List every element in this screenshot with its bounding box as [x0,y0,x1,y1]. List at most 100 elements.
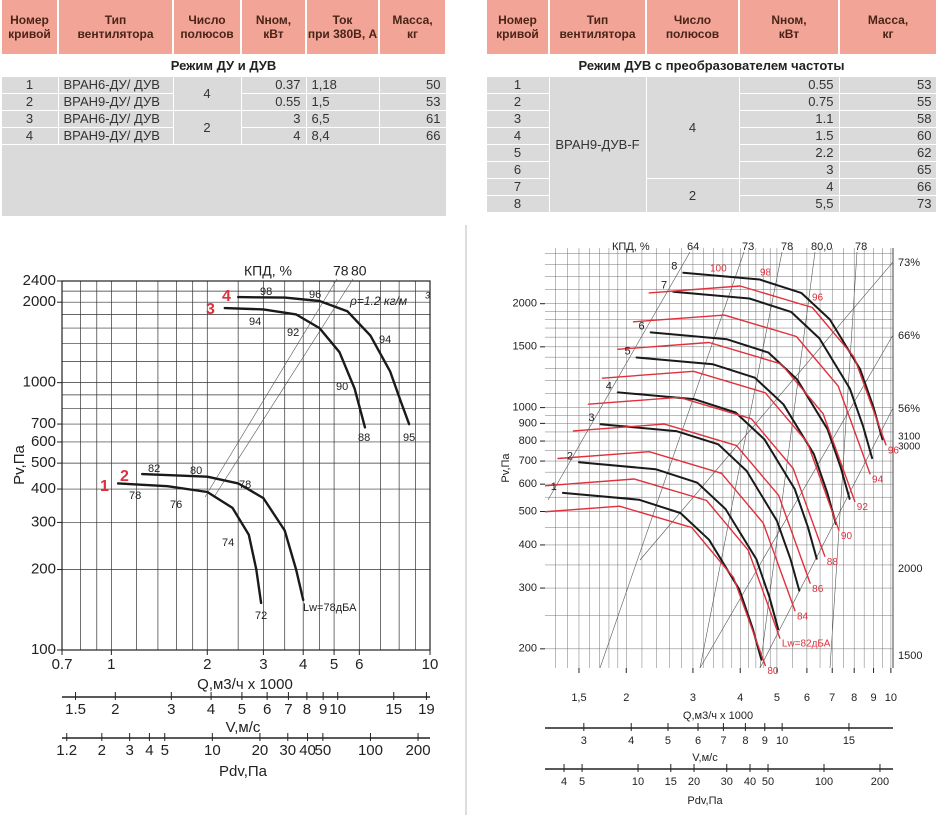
secondary-tick-label: 10 [632,776,644,788]
series-label: 6 [639,320,645,332]
data-row: 6 3 65 [485,161,936,179]
curve [557,451,796,612]
efficiency-line [547,251,691,501]
column-header: Тип вентилятора [548,0,647,55]
cell: 73 [838,195,936,213]
curve [561,491,763,661]
cell: 2 [172,110,242,145]
annotation: 73 [742,241,754,253]
series-label: 92 [857,502,869,513]
secondary-tick-label: 9 [762,735,768,747]
data-row: 4 1.5 60 [485,127,936,145]
annotation: 92 [287,327,299,339]
secondary-tick-label: 7 [720,735,726,747]
y-tick-label: 600 [519,478,537,490]
secondary-tick-label: 5 [665,735,671,747]
cell: 5,5 [738,195,840,213]
y-tick-label: 1500 [513,341,537,353]
annotation: 96 [309,289,321,301]
annotation: 90 [336,381,348,393]
cell: 66 [838,178,936,196]
annotation: 80 [190,465,202,477]
cell: 3 [485,110,550,128]
secondary-tick-label: 5 [238,701,246,718]
annotation: 94 [379,334,391,346]
y-tick-label: 2000 [23,293,56,310]
secondary-tick-label: 6 [695,735,701,747]
x-axis-title: Q,м3/ч x 1000 [683,710,753,722]
data-row: 2 ВРАН9-ДУ/ ДУВ 0.55 1,5 53 [0,93,447,111]
data-row: 7 2 4 66 [485,178,936,213]
annotation: 94 [249,316,261,328]
secondary-tick-label: 10 [204,742,221,759]
x-tick-label: 2 [623,692,629,704]
x-axis-title: Q,м3/ч x 1000 [197,676,293,693]
y-tick-label: 2000 [513,298,537,310]
annotation: 66% [898,330,920,342]
curve [649,331,851,500]
secondary-tick-label: 7 [284,701,292,718]
column-header: Номер кривой [0,0,59,55]
x-tick-label: 5 [774,692,780,704]
column-header: Число полюсов [645,0,740,55]
annotation: 64 [687,241,699,253]
secondary-tick-label: 10 [776,735,788,747]
x-tick-label: 6 [355,656,363,673]
y-tick-label: 200 [31,560,56,577]
cell: 50 [378,76,447,94]
cell: 8 [485,195,550,213]
cell: 1 [485,76,550,94]
secondary-tick-label: 20 [252,742,269,759]
secondary-tick-label: 3 [167,701,175,718]
annotation: 78 [855,241,867,253]
efficiency-line [639,261,894,561]
series-label: 5 [624,345,630,357]
annotation: 96 [812,293,824,304]
column-header: Масса, кг [378,0,447,55]
y-tick-label: 500 [31,454,56,471]
secondary-tick-label: 3 [125,742,133,759]
secondary-tick-label: 50 [762,776,774,788]
secondary-tick-label: 4 [561,776,567,788]
header-row: Номер кривой Тип вентилятора Число полюсов… [0,0,447,55]
cell: 4 [485,127,550,145]
secondary-axis-title: V,м/с [226,719,261,736]
plot-frame [61,280,431,651]
x-tick-label: 8 [851,692,857,704]
annotation: 76 [170,499,182,511]
x-tick-label: 7 [829,692,835,704]
data-row: 8 5,5 73 [485,195,936,213]
column-header: Число полюсов [172,0,242,55]
y-tick-label: 100 [31,641,56,658]
mode-row: Режим ДУВ с преобразователем частоты [485,54,936,77]
series-label: 4 [222,288,231,305]
cell: 4 [738,178,840,196]
annotation: 78 [781,241,793,253]
cell: 0.55 [240,93,307,111]
series-label: 3 [588,412,594,424]
secondary-tick-label: 15 [665,776,677,788]
x-tick-label: 1,5 [571,692,586,704]
secondary-axis-title: Pdv,Па [219,763,268,780]
x-tick-label: 6 [804,692,810,704]
x-tick-label: 9 [870,692,876,704]
secondary-tick-label: 4 [145,742,153,759]
right-spec-table: Номер кривой Тип вентилятора Число полюсов… [485,0,936,213]
x-tick-label: 2 [203,656,211,673]
curve [141,472,305,602]
secondary-axis-title: Pdv,Па [687,795,723,807]
secondary-tick-label: 50 [315,742,332,759]
y-tick-label: 1000 [23,374,56,391]
y-tick-label: 400 [31,480,56,497]
efficiency-line [699,334,894,669]
x-tick-label: 4 [737,692,743,704]
x-tick-label: 3 [259,656,267,673]
chart-left_chart: 0.7 1 2 3 4 5 6 1010020030040050060070010002000… [11,263,438,780]
annotation: 74 [222,537,234,549]
y-tick-label: 700 [31,415,56,432]
cell: 66 [378,127,447,145]
series-label: 86 [812,584,824,595]
column-header: Nном, кВт [240,0,307,55]
annotation: 100 [710,264,727,275]
cell: 60 [838,127,936,145]
